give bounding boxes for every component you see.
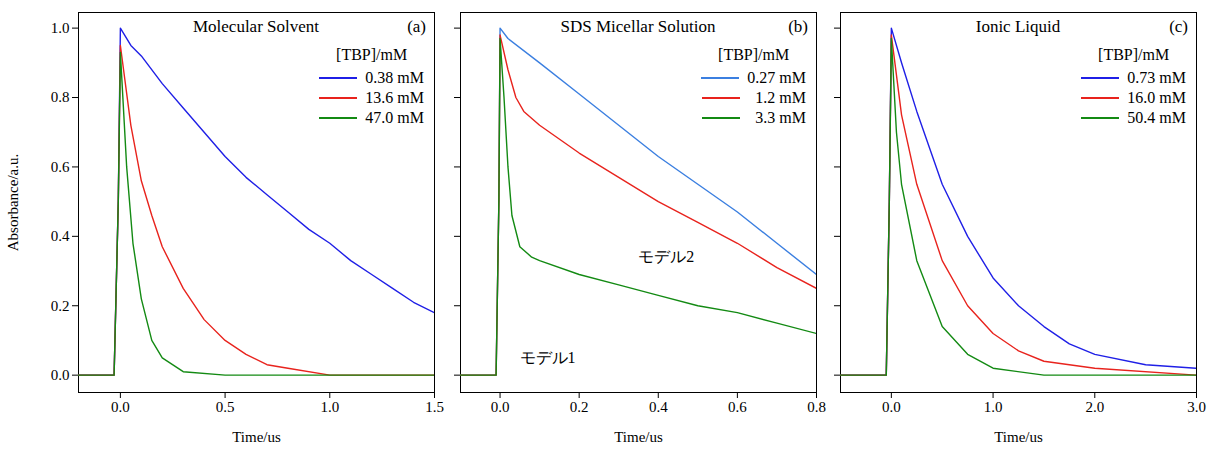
svg-text:0.4: 0.4: [51, 228, 70, 244]
html-text:0.38 mM: 0.38 mM: [365, 69, 424, 86]
html-text:SDS Micellar Solution: SDS Micellar Solution: [560, 17, 716, 36]
svg-text:0.0: 0.0: [882, 399, 901, 415]
html-text:50.4 mM: 50.4 mM: [1127, 109, 1186, 126]
svg-text:0.2: 0.2: [570, 399, 589, 415]
svg-text:0.0: 0.0: [51, 367, 70, 383]
svg-text:3.0: 3.0: [1187, 399, 1206, 415]
html-text:13.6 mM: 13.6 mM: [365, 89, 424, 106]
svg-text:1.0: 1.0: [51, 20, 70, 36]
svg-text:1.0: 1.0: [984, 399, 1003, 415]
html-text:3.3 mM: 3.3 mM: [755, 109, 806, 126]
html-text:[TBP]/mM: [TBP]/mM: [336, 46, 408, 63]
html-text:Ionic Liquid: Ionic Liquid: [975, 17, 1061, 36]
html-text:[TBP]/mM: [TBP]/mM: [1098, 46, 1170, 63]
svg-text:0.2: 0.2: [51, 298, 70, 314]
svg-text:2.0: 2.0: [1085, 399, 1104, 415]
html-text:(c): (c): [1169, 17, 1188, 36]
html-text:0.73 mM: 0.73 mM: [1127, 69, 1186, 86]
svg-text:モデル1: モデル1: [520, 349, 576, 366]
html-text:47.0 mM: 47.0 mM: [365, 109, 424, 126]
svg-text:Time/us: Time/us: [232, 429, 281, 445]
svg-text:1.5: 1.5: [425, 399, 444, 415]
svg-text:モデル2: モデル2: [638, 248, 694, 265]
html-text:[TBP]/mM: [TBP]/mM: [718, 46, 790, 63]
svg-text:0.8: 0.8: [807, 399, 826, 415]
svg-text:0.8: 0.8: [51, 89, 70, 105]
svg-text:Time/us: Time/us: [614, 429, 663, 445]
svg-text:0.5: 0.5: [216, 399, 235, 415]
svg-text:0.6: 0.6: [728, 399, 747, 415]
svg-text:0.4: 0.4: [649, 399, 668, 415]
svg-text:Absorbance/a.u.: Absorbance/a.u.: [5, 154, 21, 251]
svg-text:0.6: 0.6: [51, 159, 70, 175]
html-text:0.27 mM: 0.27 mM: [747, 69, 806, 86]
html-text:Molecular Solvent: Molecular Solvent: [193, 17, 319, 36]
svg-text:0.0: 0.0: [491, 399, 510, 415]
html-text:1.2 mM: 1.2 mM: [755, 89, 806, 106]
html-text:(a): (a): [407, 17, 426, 36]
html-text:(b): (b): [788, 17, 808, 36]
html-text:16.0 mM: 16.0 mM: [1127, 89, 1186, 106]
svg-text:1.0: 1.0: [320, 399, 339, 415]
svg-text:0.0: 0.0: [111, 399, 130, 415]
svg-text:Time/us: Time/us: [994, 429, 1043, 445]
